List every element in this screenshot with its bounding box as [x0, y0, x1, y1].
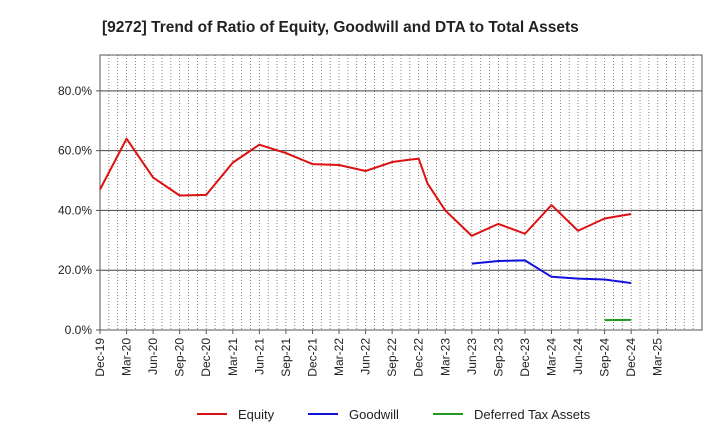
x-tick-label: Sep-20 — [173, 338, 187, 377]
x-tick-label: Mar-23 — [438, 338, 452, 376]
chart-title: [9272] Trend of Ratio of Equity, Goodwil… — [102, 19, 579, 36]
x-tick-label: Dec-24 — [624, 338, 638, 377]
x-tick-label: Dec-22 — [412, 338, 426, 377]
x-tick-label: Dec-21 — [305, 338, 319, 377]
plot-frame — [99, 54, 703, 331]
x-tick-label: Sep-23 — [491, 338, 505, 377]
y-tick-label: 40.0% — [58, 203, 92, 217]
x-tick-label: Mar-24 — [545, 338, 559, 376]
legend-label-equity: Equity — [238, 407, 275, 422]
x-tick-label: Mar-20 — [120, 338, 134, 376]
x-tick-label: Dec-20 — [199, 338, 213, 377]
x-tick-label: Mar-22 — [332, 338, 346, 376]
x-tick-label: Sep-24 — [598, 338, 612, 377]
x-tick-label: Dec-23 — [518, 338, 532, 377]
x-tick-label: Sep-22 — [385, 338, 399, 377]
y-axis-ticks: 0.0% 20.0% 40.0% 60.0% 80.0% — [58, 84, 100, 337]
legend-label-deferred-tax-assets: Deferred Tax Assets — [474, 407, 591, 422]
y-tick-label: 0.0% — [65, 323, 93, 337]
x-tick-label: Jun-23 — [465, 338, 479, 375]
series-line-goodwill — [471, 259, 632, 285]
legend-label-goodwill: Goodwill — [349, 407, 399, 422]
y-tick-label: 80.0% — [58, 84, 92, 98]
x-axis-ticks: Dec-19 Mar-20 Jun-20 Sep-20 Dec-20 Mar-21 Jun-… — [93, 330, 665, 377]
x-tick-label: Dec-19 — [93, 338, 107, 377]
x-tick-label: Jun-22 — [359, 338, 373, 375]
y-tick-label: 60.0% — [58, 144, 92, 158]
series-layer — [99, 137, 632, 322]
legend: Equity Goodwill Deferred Tax Assets — [197, 407, 591, 422]
x-tick-label: Mar-25 — [651, 338, 665, 376]
series-line-equity — [99, 137, 632, 237]
y-tick-label: 20.0% — [58, 263, 92, 277]
x-tick-label: Jun-21 — [252, 338, 266, 375]
grid-layer — [100, 55, 702, 330]
x-tick-label: Sep-21 — [279, 338, 293, 377]
x-tick-label: Jun-20 — [146, 338, 160, 375]
x-tick-label: Jun-24 — [571, 338, 585, 375]
x-tick-label: Mar-21 — [226, 338, 240, 376]
